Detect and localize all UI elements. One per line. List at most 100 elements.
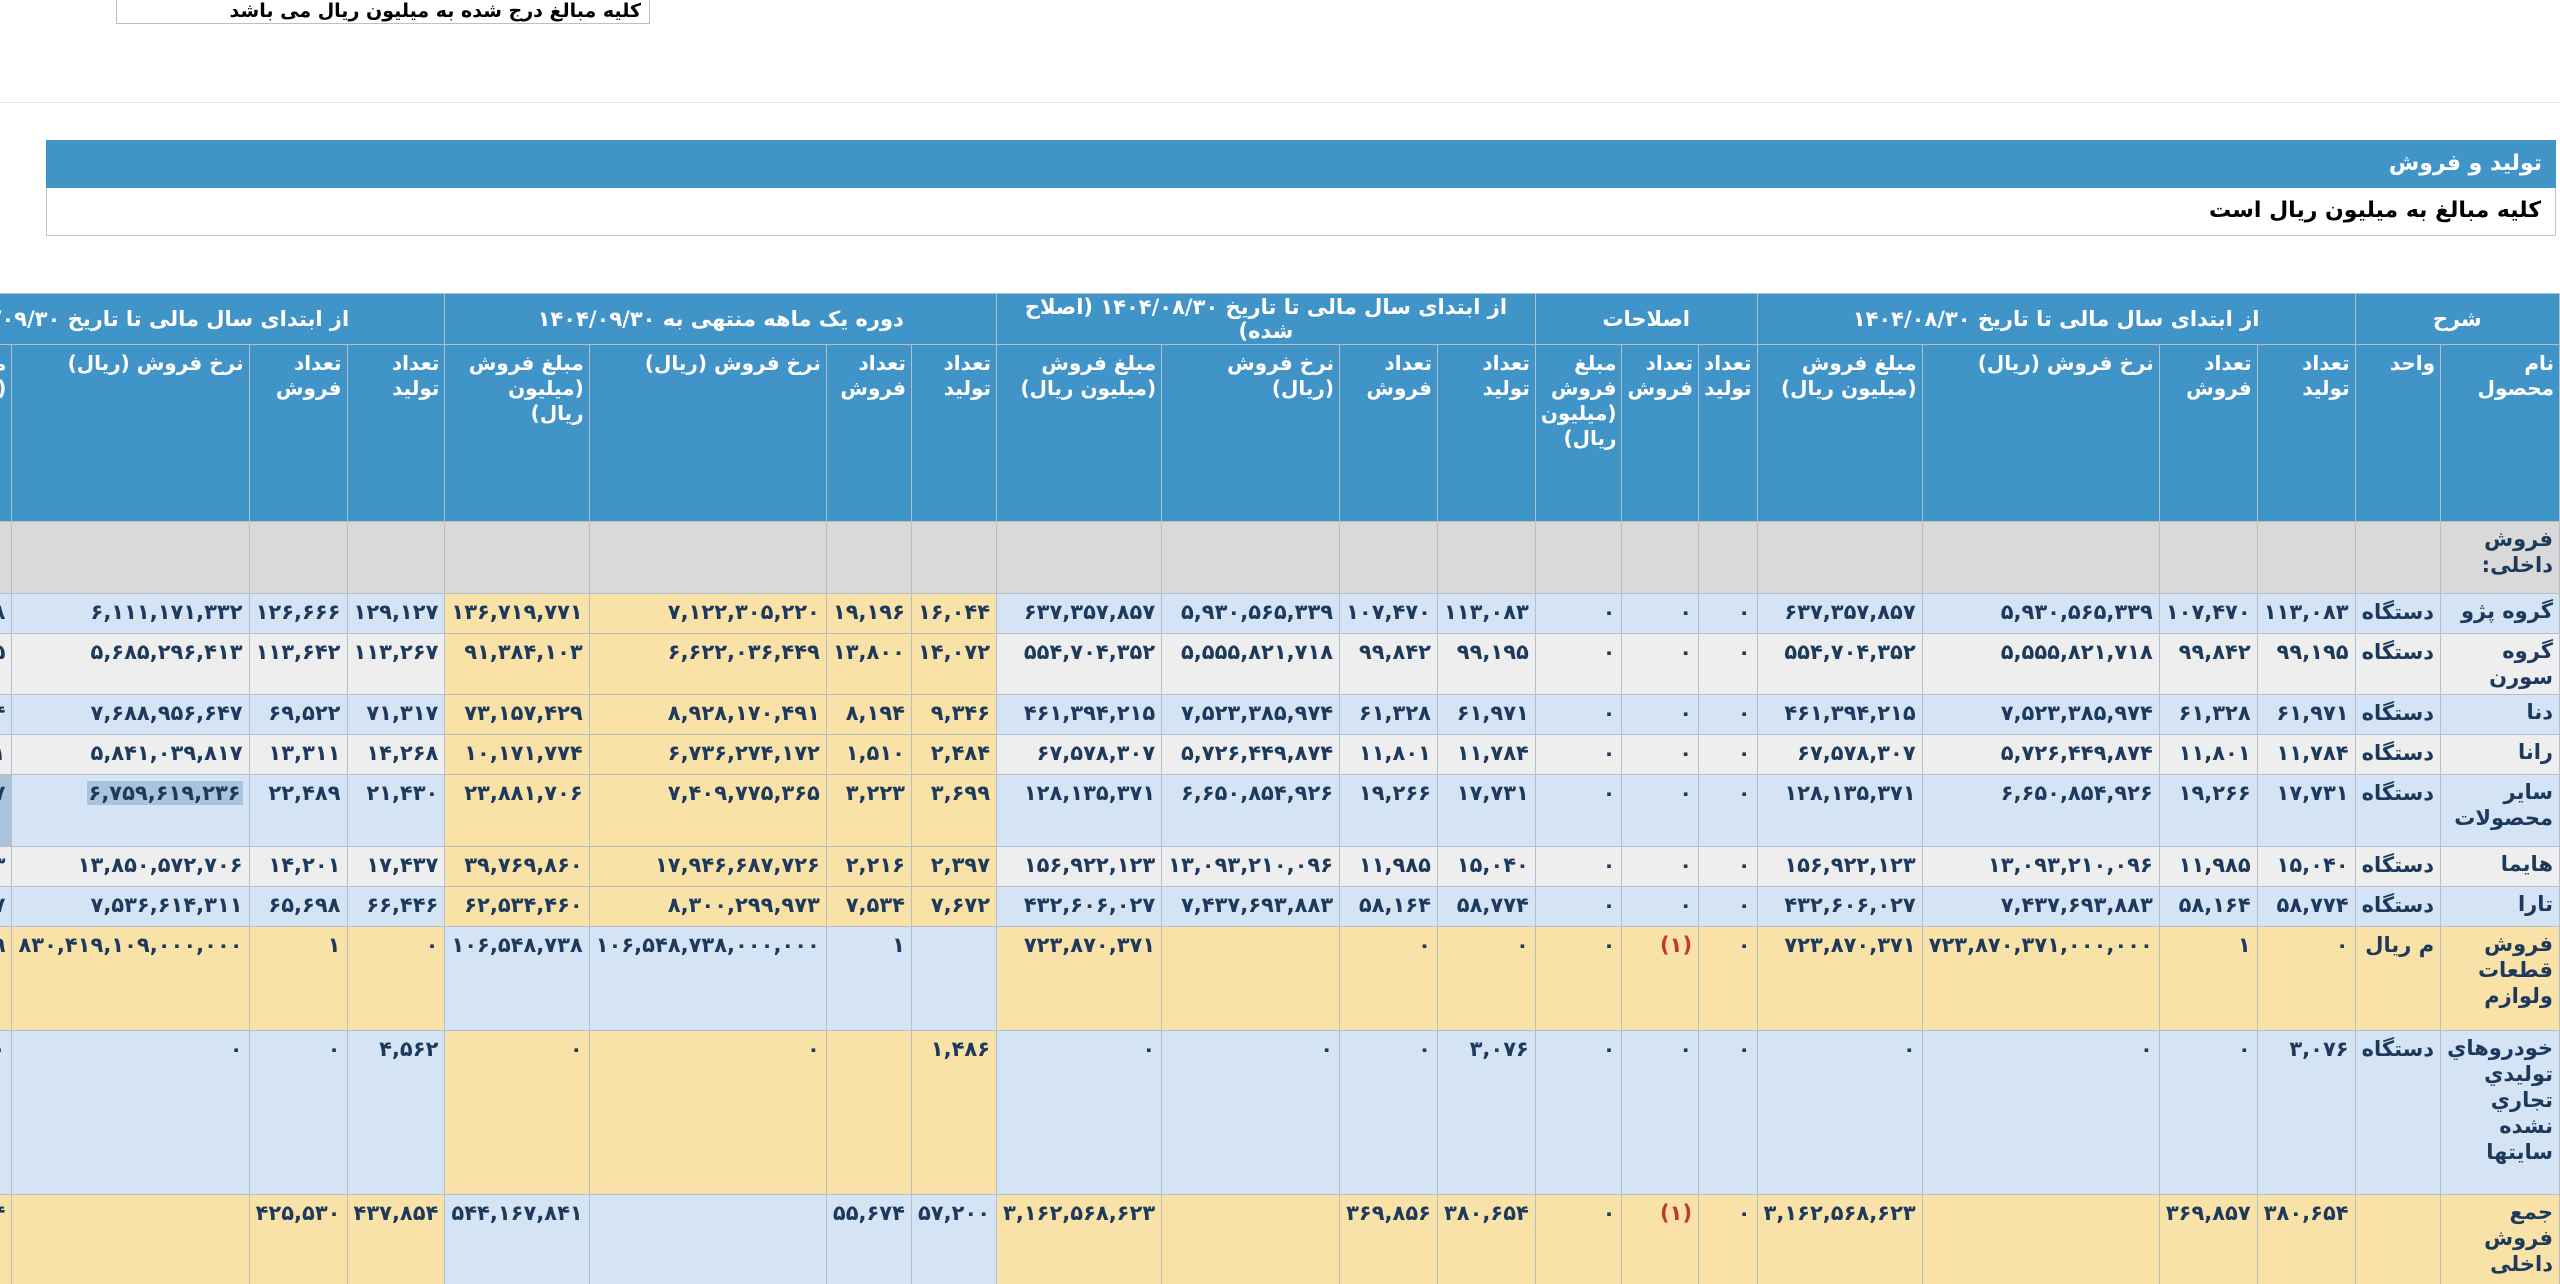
value-cell: ۷,۶۸۸,۹۵۶,۶۴۷ — [11, 694, 250, 735]
cell-value: ۰ — [1902, 1037, 1916, 1061]
value-cell: ۱,۴۸۶ — [910, 1030, 998, 1195]
value-cell: ۷,۵۲۳,۳۸۵,۹۷۴ — [1161, 694, 1341, 735]
value-cell: ۱۷,۷۳۱ — [2256, 774, 2356, 847]
cell-value: ۰ — [569, 1037, 583, 1061]
group-header-ytd-1404-09-30: از ابتدای سال مالی تا تاریخ ۱۴۰۴/۰۹/۳۰ — [0, 293, 446, 345]
value-cell — [11, 1194, 250, 1284]
value-cell — [1161, 926, 1341, 1031]
cell-value: ۰ — [1602, 640, 1616, 664]
cell-value: ۶,۶۲۲,۰۳۶,۴۴۹ — [667, 640, 820, 664]
table-row[interactable]: دنا دستگاه ۶۱,۹۷۱ ۶۱,۳۲۸ ۷,۵۲۳,۳۸۵,۹۷۴ ۴۶۱,۳۹… — [0, 694, 2560, 735]
value-cell: ۰ — [1698, 1194, 1758, 1284]
value-cell: ۵,۵۵۵,۸۲۱,۷۱۸ — [1161, 633, 1341, 695]
value-cell: ۳,۷۰۶,۷۳۶,۴۶۴ — [0, 1194, 13, 1284]
value-cell: ۵,۵۵۵,۸۲۱,۷۱۸ — [1921, 633, 2160, 695]
value-cell: ۶۷,۵۷۸,۳۰۷ — [1756, 734, 1923, 775]
value-cell: ۳,۰۷۶ — [2256, 1030, 2356, 1195]
cell-value: ۹۹,۸۴۲ — [1358, 640, 1431, 664]
value-cell: ۳۸۰,۶۵۴ — [2256, 1194, 2356, 1284]
section-cell — [2354, 521, 2442, 594]
value-cell: ۱۹,۲۶۶ — [2158, 774, 2258, 847]
cell-value: ۰ — [0, 1037, 5, 1061]
value-cell: ۷,۵۳۴ — [825, 886, 912, 927]
value-cell: ۸۳۰,۴۱۹,۱۰۹ — [0, 926, 13, 1031]
cell-value: ۱۷,۷۳۱ — [2276, 781, 2349, 805]
cell-value: ۱۱۳,۶۴۲ — [255, 640, 341, 664]
column-header: تعداد فروش — [248, 344, 348, 522]
product-name-cell: تارا — [2440, 886, 2560, 927]
cell-value: ۳,۲۲۳ — [845, 781, 905, 805]
value-cell: ۳,۶۹۹ — [910, 774, 998, 847]
value-cell: ۸,۳۰۰,۲۹۹,۹۷۳ — [588, 886, 827, 927]
column-header: مبلغ فروش (میلیون ریال) — [1534, 344, 1623, 522]
value-cell: ۷,۵۲۳,۳۸۵,۹۷۴ — [1921, 694, 2160, 735]
table-row[interactable]: گروه پژو دستگاه ۱۱۳,۰۸۳ ۱۰۷,۴۷۰ ۵,۹۳۰,۵۶۵,۳۳… — [0, 593, 2560, 634]
value-cell: ۰ — [1698, 846, 1758, 887]
value-cell: ۱۷,۹۴۶,۶۸۷,۷۲۶ — [588, 846, 827, 887]
table-viewport[interactable]: شرح از ابتدای سال مالی تا تاریخ ۱۴۰۴/۰۸/… — [0, 293, 2560, 1284]
table-row[interactable]: سایر محصولات دستگاه ۱۷,۷۳۱ ۱۹,۲۶۶ ۶,۶۵۰,۸۵۴,… — [0, 774, 2560, 847]
value-cell: ۲۲,۴۸۹ — [248, 774, 348, 847]
value-cell: ۱۱,۸۰۱ — [1339, 734, 1438, 775]
section-cell — [588, 521, 827, 594]
section-label: فروش داخلی: — [2440, 521, 2560, 594]
section-cell — [2256, 521, 2356, 594]
cell-value: ۵۳۴,۵۵۱,۶۴۴ — [0, 701, 5, 725]
value-cell: ۰ — [1534, 1030, 1623, 1195]
group-header-ytd-1404-08-30: از ابتدای سال مالی تا تاریخ ۱۴۰۴/۰۸/۳۰ — [1756, 293, 2356, 345]
cell-value: ۵,۹۳۰,۵۶۵,۳۳۹ — [1180, 600, 1334, 624]
column-header: مبلغ فروش (میلیون ریال) — [1756, 344, 1923, 522]
cell-value: ۱۰۷,۴۷۰ — [1346, 600, 1431, 624]
value-cell: ۹۱,۳۸۴,۱۰۳ — [444, 633, 590, 695]
cell-value: ۰ — [1418, 1037, 1431, 1061]
value-cell: ۰ — [1921, 1030, 2160, 1195]
cell-value: ۱۳۶,۷۱۹,۷۷۱ — [451, 600, 583, 624]
cell-value: ۰ — [1737, 741, 1751, 765]
cell-value: ۰ — [1679, 600, 1693, 624]
cell-value: ۰ — [1516, 933, 1529, 957]
value-cell: ۱۱,۸۰۱ — [2158, 734, 2258, 775]
value-cell: ۱۱,۹۸۵ — [1339, 846, 1438, 887]
group-header-one-month: دوره یک ماهه منتهی به ۱۴۰۴/۰۹/۳۰ — [444, 293, 998, 345]
table-row[interactable]: جمع فروش داخلی ۳۸۰,۶۵۴ ۳۶۹,۸۵۷ ۳,۱۶۲,۵۶۸,۶۲… — [0, 1194, 2560, 1284]
value-cell: ۱۶,۰۴۴ — [910, 593, 998, 634]
cell-value: ۶,۷۵۹,۶۱۹,۲۳۶ — [86, 781, 243, 805]
value-cell: ۲,۲۱۶ — [825, 846, 912, 887]
value-cell: ۷۷,۷۵۰,۰۸۱ — [0, 734, 13, 775]
column-header: واحد — [2354, 344, 2442, 522]
cell-value: ۱۲۹,۱۲۷ — [353, 600, 439, 624]
value-cell: ۴۳۲,۶۰۶,۰۲۷ — [1756, 886, 1923, 927]
unit-cell: دستگاه — [2354, 734, 2442, 775]
cell-value: ۶۳۷,۳۵۷,۸۵۷ — [1023, 600, 1156, 624]
value-cell: ۵۳۴,۵۵۱,۶۴۴ — [0, 694, 13, 735]
table-row[interactable]: گروه سورن دستگاه ۹۹,۱۹۵ ۹۹,۸۴۲ ۵,۵۵۵,۸۲۱,۷۱۸… — [0, 633, 2560, 695]
cell-value: ۷,۵۳۶,۶۱۴,۳۱۱ — [90, 893, 243, 917]
value-cell: (۱) — [1621, 926, 1700, 1031]
cell-value: ۹۹,۱۹۵ — [1456, 640, 1529, 664]
cell-value: ۴۳۲,۶۰۶,۰۲۷ — [1023, 893, 1156, 917]
value-cell — [910, 926, 998, 1031]
value-cell: ۵,۹۳۰,۵۶۵,۳۳۹ — [1921, 593, 2160, 634]
cell-value: (۱) — [1660, 1201, 1693, 1225]
cell-value: ۱۲۸,۱۳۵,۳۷۱ — [1023, 781, 1156, 805]
table-row[interactable]: رانا دستگاه ۱۱,۷۸۴ ۱۱,۸۰۱ ۵,۷۲۶,۴۴۹,۸۷۴ ۶۷,۵۷… — [0, 734, 2560, 775]
value-cell — [1921, 1194, 2160, 1284]
table-row[interactable]: هایما دستگاه ۱۵,۰۴۰ ۱۱,۹۸۵ ۱۳,۰۹۳,۲۱۰,۰۹۶ ۱۵۶… — [0, 846, 2560, 887]
value-cell: ۱۵,۰۴۰ — [1436, 846, 1536, 887]
cell-value: ۵,۷۲۶,۴۴۹,۸۷۴ — [1180, 741, 1334, 765]
value-cell: ۶۳۷,۳۵۷,۸۵۷ — [1756, 593, 1923, 634]
cell-value: ۱۳,۸۵۰,۵۷۲,۷۰۶ — [77, 853, 243, 877]
table-row[interactable]: فروش قطعات ولوازم م ریال ۰ ۱ ۷۲۳,۸۷۰,۳۷۱,۰۰۰… — [0, 926, 2560, 1031]
value-cell: ۱۹,۲۶۶ — [1339, 774, 1438, 847]
value-cell: ۵۸,۷۷۴ — [2256, 886, 2356, 927]
cell-value: ۵,۵۵۵,۸۲۱,۷۱۸ — [1180, 640, 1334, 664]
value-cell: (۱) — [1621, 1194, 1700, 1284]
value-cell: ۵,۷۲۶,۴۴۹,۸۷۴ — [1921, 734, 2160, 775]
unit-cell — [2354, 1194, 2442, 1284]
table-row[interactable]: خودروهاي توليدي تجاري نشده سايتها دستگاه ۳… — [0, 1030, 2560, 1195]
cell-value: ۳,۱۶۲,۵۶۸,۶۲۳ — [1003, 1201, 1156, 1225]
table-row[interactable]: تارا دستگاه ۵۸,۷۷۴ ۵۸,۱۶۴ ۷,۴۳۷,۶۹۳,۸۸۳ ۴۳۲,۶… — [0, 886, 2560, 927]
section-cell — [1621, 521, 1700, 594]
cell-value: ۶۱,۳۲۸ — [1358, 701, 1431, 725]
value-cell: ۵۷,۲۰۰ — [910, 1194, 998, 1284]
